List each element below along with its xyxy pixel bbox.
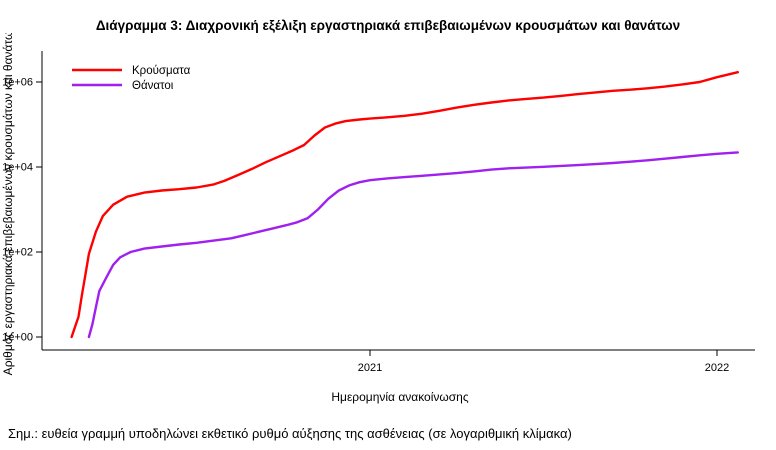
series-line-Κρούσματα <box>70 71 739 339</box>
chart-title: Διάγραμμα 3: Διαχρονική εξέλιξη εργαστηρ… <box>95 18 681 33</box>
legend-label-cases: Κρούσματα <box>132 65 191 77</box>
y-axis: 1e+00 1e+02 1e+04 1e+06 <box>2 51 43 350</box>
series-lines <box>70 71 739 339</box>
legend: Κρούσματα Θάνατοι <box>72 65 191 92</box>
x-tick-label: 2022 <box>705 362 729 374</box>
y-tick-label: 1e+04 <box>2 162 33 174</box>
y-axis-label: Αριθμός εργαστηριακά επιβεβαιωμένων κρου… <box>1 33 15 375</box>
footnote: Σημ.: ευθεία γραμμή υποδηλώνει εκθετικό … <box>8 426 572 441</box>
x-axis: 2021 2022 <box>42 349 755 374</box>
y-tick-label: 1e+00 <box>2 332 33 344</box>
x-tick-label: 2021 <box>358 362 382 374</box>
line-chart: Αριθμός εργαστηριακά επιβεβαιωμένων κρου… <box>1 25 755 404</box>
x-axis-ticks: 2021 2022 <box>358 350 729 374</box>
legend-label-deaths: Θάνατοι <box>132 80 174 92</box>
x-axis-title: Ημερομηνία ανακοίνωσης <box>331 390 468 404</box>
y-tick-label: 1e+06 <box>2 77 33 89</box>
y-tick-label: 1e+02 <box>2 247 33 259</box>
y-axis-ticks: 1e+00 1e+02 1e+04 1e+06 <box>2 77 42 344</box>
series-line-Θάνατοι <box>87 151 739 339</box>
